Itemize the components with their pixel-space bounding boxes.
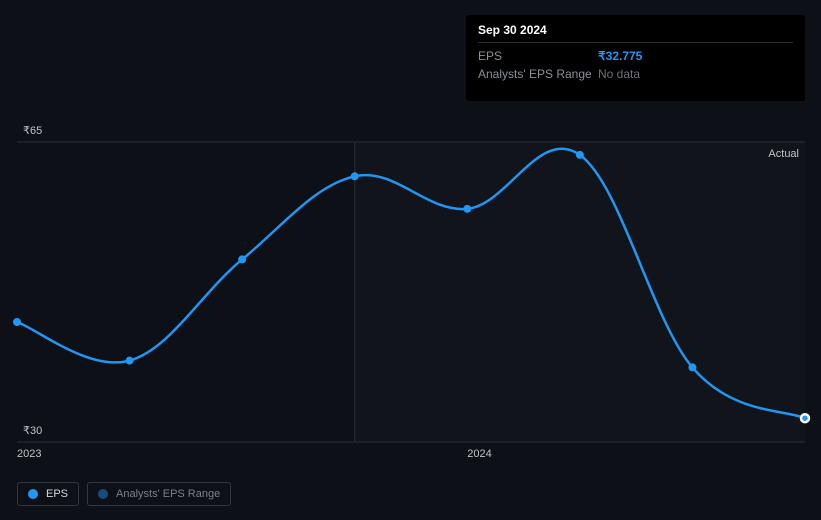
y-axis-label-top: ₹65	[23, 124, 42, 137]
legend-item-eps[interactable]: EPS	[17, 482, 79, 506]
actual-label: Actual	[768, 148, 799, 160]
chart-legend: EPS Analysts' EPS Range	[17, 482, 231, 506]
x-axis-label-2024: 2024	[467, 448, 491, 460]
legend-swatch-eps	[28, 489, 38, 499]
tooltip-label-eps: EPS	[478, 47, 598, 65]
legend-swatch-range	[98, 489, 108, 499]
legend-label-eps: EPS	[46, 488, 68, 500]
tooltip-row-eps: EPS ₹32.775	[478, 47, 793, 65]
legend-label-range: Analysts' EPS Range	[116, 488, 220, 500]
tooltip-value-eps: ₹32.775	[598, 47, 642, 65]
legend-item-range[interactable]: Analysts' EPS Range	[87, 482, 231, 506]
tooltip-date: Sep 30 2024	[478, 23, 793, 43]
chart-tooltip: Sep 30 2024 EPS ₹32.775 Analysts' EPS Ra…	[466, 15, 805, 101]
tooltip-value-range: No data	[598, 65, 640, 83]
tooltip-row-range: Analysts' EPS Range No data	[478, 65, 793, 83]
x-axis-label-2023: 2023	[17, 448, 41, 460]
eps-chart: ₹65 ₹30 2023 2024 Actual Sep 30 2024 EPS…	[0, 0, 821, 520]
tooltip-label-range: Analysts' EPS Range	[478, 65, 598, 83]
y-axis-label-bottom: ₹30	[23, 424, 42, 437]
